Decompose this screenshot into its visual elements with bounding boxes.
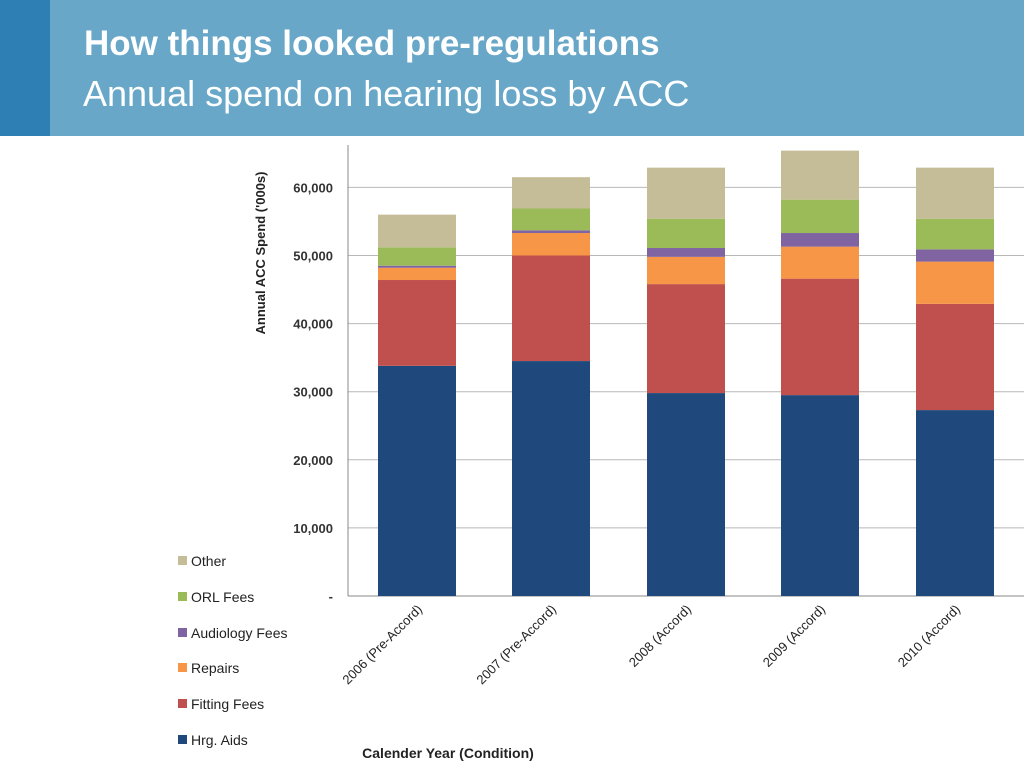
x-tick-label: 2009 (Accord) <box>760 602 828 670</box>
bar-segment-other <box>916 167 994 219</box>
legend-swatch <box>178 592 187 601</box>
bar-segment-fitting-fees <box>781 278 859 396</box>
legend-swatch <box>178 735 187 744</box>
bar-segment-hrg-aids <box>916 410 994 596</box>
bar-segment-other <box>378 214 456 248</box>
legend-label: Fitting Fees <box>191 696 264 712</box>
bar-segment-orl-fees <box>378 247 456 266</box>
bar-segment-repairs <box>916 261 994 304</box>
bar-segment-hrg-aids <box>781 395 859 596</box>
bar-segment-audiology-fees <box>647 248 725 257</box>
legend-swatch <box>178 663 187 672</box>
bar-segment-fitting-fees <box>512 255 590 362</box>
y-tick-label: - <box>329 589 333 604</box>
x-tick-label: 2007 (Pre-Accord) <box>473 602 559 688</box>
legend-label: Hrg. Aids <box>191 732 248 748</box>
legend-label: Repairs <box>191 660 239 676</box>
y-tick-label: 20,000 <box>293 453 333 468</box>
legend-label: Other <box>191 553 226 569</box>
legend-swatch <box>178 699 187 708</box>
header-accent-bar <box>0 0 50 136</box>
bar-segment-repairs <box>781 246 859 279</box>
bar-segment-fitting-fees <box>378 280 456 366</box>
y-axis-title: Annual ACC Spend ('000s) <box>253 172 268 335</box>
bar-segment-orl-fees <box>916 218 994 250</box>
y-tick-label: 30,000 <box>293 385 333 400</box>
x-tick-label: 2010 (Accord) <box>895 602 963 670</box>
bar-segment-orl-fees <box>512 208 590 231</box>
bar-segment-repairs <box>512 233 590 256</box>
bar-segment-hrg-aids <box>512 361 590 596</box>
bar-segment-orl-fees <box>781 199 859 234</box>
bar-segment-hrg-aids <box>378 365 456 596</box>
bar-segment-audiology-fees <box>512 230 590 234</box>
y-tick-label: 50,000 <box>293 249 333 264</box>
bar-segment-hrg-aids <box>647 393 725 596</box>
x-axis-title: Calender Year (Condition) <box>362 745 534 761</box>
bar-segment-audiology-fees <box>378 265 456 268</box>
bar-segment-other <box>647 167 725 219</box>
x-tick-label: 2008 (Accord) <box>626 602 694 670</box>
legend-swatch <box>178 556 187 565</box>
slide-subtitle: Annual spend on hearing loss by ACC <box>83 73 690 114</box>
y-tick-label: 10,000 <box>293 521 333 536</box>
legend-label: Audiology Fees <box>191 625 288 641</box>
bar-segment-repairs <box>647 256 725 285</box>
legend-label: ORL Fees <box>191 589 254 605</box>
slide-title: How things looked pre-regulations <box>84 24 660 63</box>
slide-header: How things looked pre-regulations Annual… <box>0 0 1024 136</box>
bar-segment-audiology-fees <box>781 233 859 247</box>
bar-segment-orl-fees <box>647 218 725 249</box>
bar-segment-other <box>781 150 859 200</box>
bar-segment-audiology-fees <box>916 249 994 262</box>
x-tick-label: 2006 (Pre-Accord) <box>339 602 425 688</box>
bar-segment-other <box>512 177 590 209</box>
bar-segment-fitting-fees <box>916 303 994 411</box>
y-tick-label: 60,000 <box>293 180 333 195</box>
bar-segment-repairs <box>378 267 456 281</box>
y-tick-label: 40,000 <box>293 317 333 332</box>
legend-swatch <box>178 628 187 637</box>
bar-segment-fitting-fees <box>647 284 725 394</box>
